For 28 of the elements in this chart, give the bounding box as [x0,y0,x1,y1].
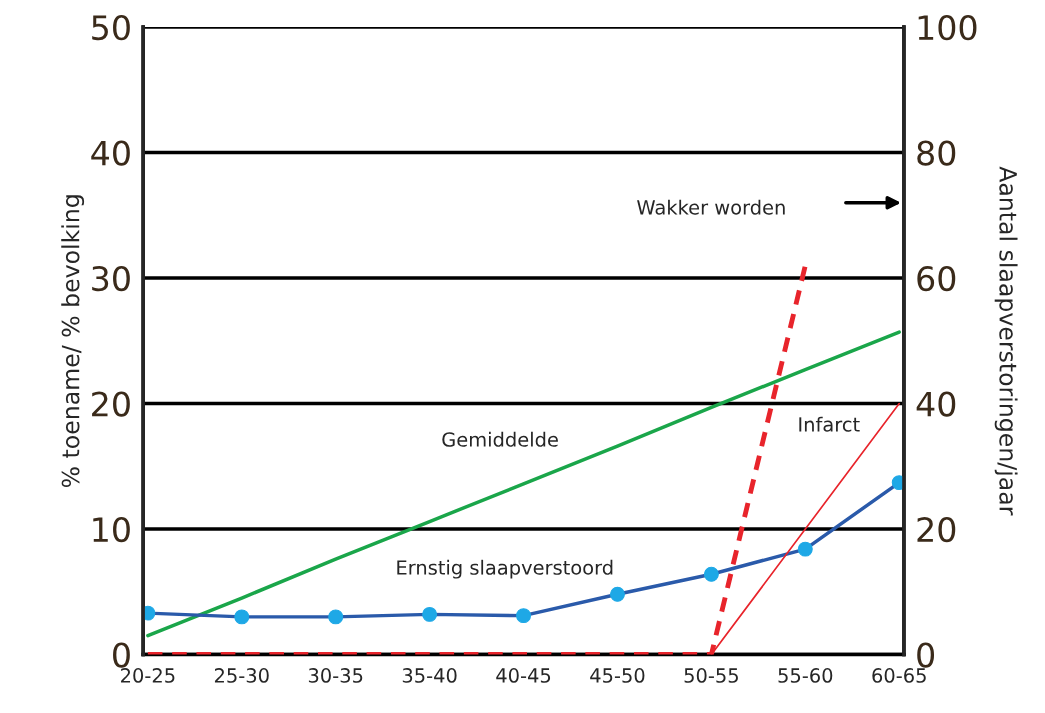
series-label: Ernstig slaapverstoord [397,559,613,579]
x-tick-label: 30-35 [308,668,363,683]
x-tick-label: 40-45 [496,668,551,683]
y2-tick-label: 20 [917,516,956,543]
x-tick-label: 25-30 [214,668,269,683]
x-tick-label: 45-50 [590,668,645,683]
y2-axis-title: Aantal slaapverstoringen/jaar [994,166,1018,516]
text: Wakker worden [637,199,785,215]
y2-tick-label: 40 [916,391,956,417]
y-tick-label: 50 [92,15,130,41]
y-tick-label: 10 [93,516,130,543]
y-axis-title: % toename/ % bevolking [61,195,85,488]
y2-tick-label: 0 [917,642,935,668]
line-series [146,330,901,638]
y2-tick-label: 80 [917,140,956,166]
series-label: Infarct [799,416,860,432]
x-tick-label: 50-55 [684,668,738,683]
series-label: Gemiddelde [442,431,558,447]
y2-tick-label: 100 [918,15,977,41]
x-tick-label: 20-25 [121,668,175,683]
x-tick-label: 55-60 [778,668,833,683]
y2-tick-label: 60 [917,265,956,292]
y-tick-label: 40 [91,140,130,166]
x-tick-label: 35-40 [402,668,457,683]
y-tick-label: 30 [92,265,130,292]
y-tick-label: 20 [92,391,130,417]
y-tick-label: 0 [113,642,130,668]
x-tick-label: 60-65 [872,668,926,683]
